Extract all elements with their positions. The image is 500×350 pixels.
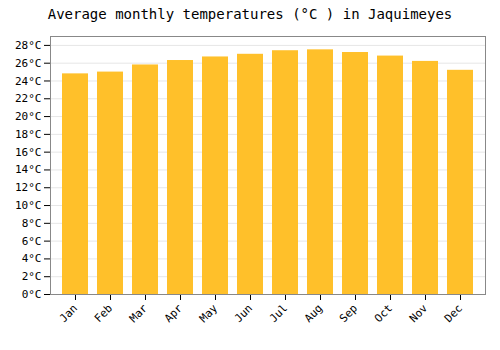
svg-text:14°C: 14°C: [15, 163, 42, 176]
svg-text:12°C: 12°C: [15, 181, 42, 194]
svg-text:16°C: 16°C: [15, 146, 42, 159]
svg-text:6°C: 6°C: [22, 235, 42, 248]
svg-text:22°C: 22°C: [15, 92, 42, 105]
svg-text:10°C: 10°C: [15, 199, 42, 212]
svg-text:28°C: 28°C: [15, 39, 42, 52]
svg-text:26°C: 26°C: [15, 57, 42, 70]
svg-text:Jun: Jun: [232, 302, 255, 325]
svg-text:Jan: Jan: [57, 302, 80, 325]
svg-text:Sep: Sep: [337, 302, 360, 325]
svg-text:20°C: 20°C: [15, 110, 42, 123]
svg-text:24°C: 24°C: [15, 75, 42, 88]
svg-text:2°C: 2°C: [22, 270, 42, 283]
svg-text:Dec: Dec: [442, 302, 465, 325]
svg-text:Apr: Apr: [162, 301, 186, 325]
svg-text:8°C: 8°C: [22, 217, 42, 230]
svg-text:4°C: 4°C: [22, 252, 42, 265]
svg-text:0°C: 0°C: [22, 288, 42, 301]
svg-text:18°C: 18°C: [15, 128, 42, 141]
svg-text:Nov: Nov: [407, 301, 431, 325]
svg-text:Jul: Jul: [267, 302, 290, 325]
svg-text:Feb: Feb: [92, 302, 115, 325]
svg-text:Oct: Oct: [372, 302, 395, 325]
svg-text:Aug: Aug: [302, 302, 325, 325]
html-text:Average monthly temperatures (: Average monthly temperatures (°C ) in Ja…: [47, 6, 453, 22]
svg-text:May: May: [197, 301, 221, 325]
svg-text:Mar: Mar: [127, 301, 151, 325]
